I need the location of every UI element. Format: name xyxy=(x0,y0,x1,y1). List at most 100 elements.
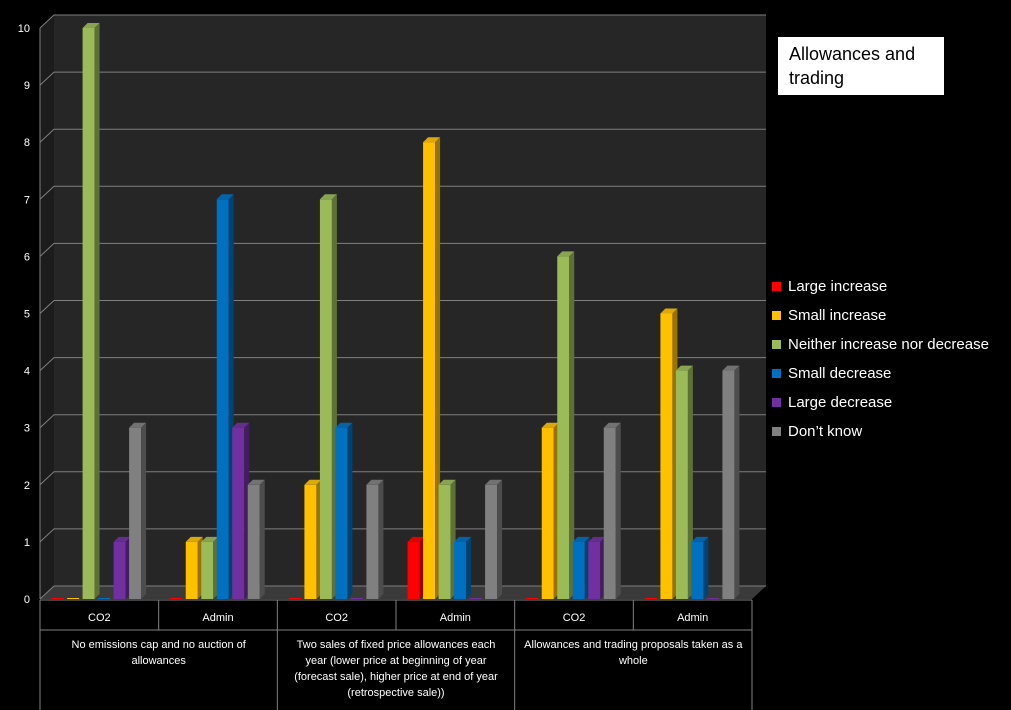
bar xyxy=(603,427,616,599)
bar xyxy=(51,598,64,599)
bar-top xyxy=(407,536,425,542)
bar-top xyxy=(438,479,456,485)
gridline xyxy=(39,14,766,29)
bar xyxy=(691,541,704,599)
y-tick-label: 0 xyxy=(24,594,30,606)
x-tick-label: Admin xyxy=(202,612,233,624)
bar xyxy=(469,598,482,599)
y-tick-label: 2 xyxy=(24,480,30,492)
y-tick-label: 3 xyxy=(24,423,30,435)
bar-side xyxy=(466,536,472,599)
y-tick-label: 7 xyxy=(24,194,30,206)
bar-top xyxy=(232,422,250,428)
legend-item: Small increase xyxy=(772,301,989,330)
y-tick-label: 4 xyxy=(24,366,30,378)
bar-top xyxy=(185,536,203,542)
legend-item: Small decrease xyxy=(772,359,989,388)
bar xyxy=(288,598,301,599)
legend-swatch xyxy=(772,282,781,291)
gridline xyxy=(39,471,766,486)
bar-side xyxy=(378,479,384,599)
bar-side xyxy=(687,365,693,599)
legend-swatch xyxy=(772,427,781,436)
bar-top xyxy=(675,365,693,371)
bar xyxy=(572,541,585,599)
bar-top xyxy=(82,23,100,28)
bar xyxy=(216,199,229,600)
group-label: No emissions cap and no auction of allowa… xyxy=(72,639,247,667)
bar xyxy=(722,370,735,599)
bar-top xyxy=(304,479,322,485)
gridline xyxy=(39,185,766,200)
x-tick-label: Admin xyxy=(677,612,708,624)
bar xyxy=(660,313,673,599)
legend-swatch xyxy=(772,340,781,349)
bar xyxy=(304,484,317,599)
bar-top xyxy=(691,536,709,542)
bar-side xyxy=(347,422,353,599)
y-tick-label: 8 xyxy=(24,137,30,149)
gridline xyxy=(39,242,766,257)
gridline xyxy=(39,128,766,143)
bar-side xyxy=(259,479,265,599)
bar-top xyxy=(603,422,621,428)
bar xyxy=(526,598,539,599)
legend-label: Small increase xyxy=(788,307,887,324)
x-tick-label: Admin xyxy=(440,612,471,624)
gridline xyxy=(39,414,766,429)
bar xyxy=(247,484,260,599)
bar xyxy=(407,541,420,599)
bar xyxy=(98,598,111,599)
legend-label: Don’t know xyxy=(788,423,863,440)
bar-side xyxy=(141,422,147,599)
gridline xyxy=(39,71,766,86)
bar-top xyxy=(113,536,131,542)
bar xyxy=(113,541,126,599)
bar xyxy=(335,427,348,599)
bar xyxy=(366,484,379,599)
gridline xyxy=(39,357,766,371)
bar xyxy=(170,598,183,599)
y-tick-label: 10 xyxy=(18,23,30,35)
bar-top xyxy=(454,536,472,542)
gridline xyxy=(39,300,766,314)
bar-side xyxy=(734,365,740,599)
bar xyxy=(644,598,657,599)
x-tick-label: CO2 xyxy=(563,612,586,624)
bar-side xyxy=(435,137,441,599)
bar-top xyxy=(201,536,219,542)
bar xyxy=(588,541,601,599)
bar xyxy=(541,427,554,599)
bar xyxy=(675,370,688,599)
gridline xyxy=(39,528,766,543)
legend-label: Large increase xyxy=(788,278,888,295)
bar-top xyxy=(129,422,147,428)
y-tick-label: 9 xyxy=(24,80,30,92)
plot-floor xyxy=(40,586,766,599)
chart-title: Allowances and trading xyxy=(778,37,944,95)
bar-top xyxy=(660,308,678,314)
legend-swatch xyxy=(772,398,781,407)
bar xyxy=(423,142,436,599)
bar-top xyxy=(423,137,441,143)
legend-swatch xyxy=(772,311,781,320)
legend-item: Large decrease xyxy=(772,388,989,417)
bar xyxy=(67,598,80,599)
legend-item: Neither increase nor decrease xyxy=(772,330,989,359)
bar xyxy=(485,484,498,599)
x-tick-label: CO2 xyxy=(325,612,348,624)
bar-top xyxy=(557,251,575,257)
bar-top xyxy=(485,479,503,485)
bar xyxy=(82,28,95,599)
legend-swatch xyxy=(772,369,781,378)
bar-top xyxy=(572,536,590,542)
legend-label: Small decrease xyxy=(788,365,892,382)
bar-top xyxy=(335,422,353,428)
y-tick-label: 6 xyxy=(24,251,30,263)
bar-top xyxy=(319,194,337,200)
bar xyxy=(185,541,198,599)
x-tick-label: CO2 xyxy=(88,612,111,624)
bar xyxy=(201,541,214,599)
bar-side xyxy=(569,251,575,599)
